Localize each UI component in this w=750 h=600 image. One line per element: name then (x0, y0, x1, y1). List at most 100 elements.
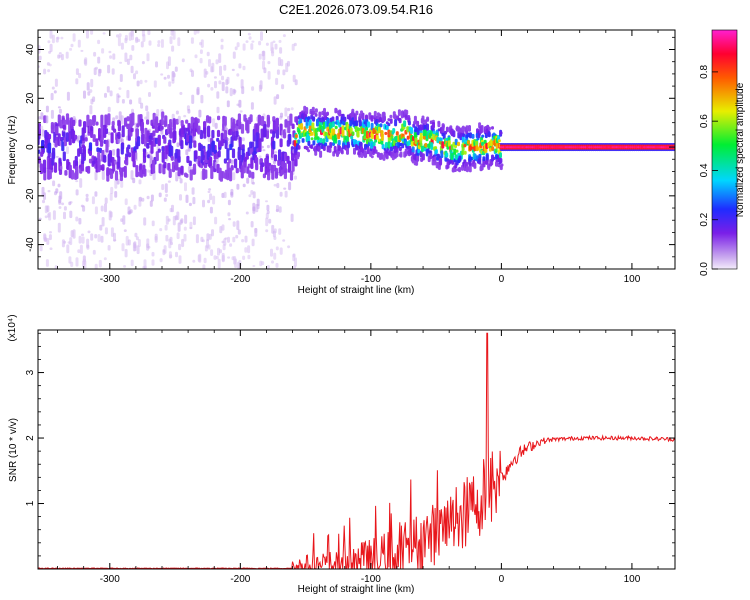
heatmap-cell (439, 137, 443, 142)
heatmap-cell (92, 115, 96, 126)
heatmap-cell (220, 132, 224, 147)
heatmap-cell (94, 206, 98, 215)
heatmap-cell (310, 144, 314, 149)
heatmap-cell (290, 107, 294, 111)
heatmap-cell (305, 107, 309, 115)
heatmap-cell (450, 153, 454, 161)
heatmap-cell (87, 230, 91, 234)
heatmap-cell (101, 166, 105, 171)
heatmap-cell (189, 169, 193, 181)
heatmap-cell (171, 45, 175, 52)
heatmap-cell (183, 233, 187, 242)
heatmap-cell (103, 154, 107, 163)
heatmap-cell (153, 80, 157, 88)
heatmap-cell (174, 66, 178, 72)
heatmap-cell (265, 217, 269, 227)
heatmap-cell (420, 145, 424, 153)
heatmap-cell (161, 184, 165, 191)
heatmap-cell (108, 210, 112, 221)
heatmap-cell (207, 199, 211, 204)
heatmap-cell (266, 265, 270, 269)
heatmap-cell (112, 149, 116, 156)
heatmap-cell (211, 229, 214, 237)
heatmap-cell (251, 238, 255, 247)
heatmap-cell (148, 40, 152, 46)
heatmap-cell (217, 150, 221, 158)
heatmap-cell (394, 119, 398, 127)
heatmap-cell (397, 141, 401, 149)
heatmap-cell (246, 177, 250, 184)
heatmap-cell (441, 125, 445, 133)
heatmap-cell (98, 259, 102, 268)
x-tick-label: -200 (230, 274, 250, 285)
heatmap-cell (236, 42, 240, 48)
heatmap-cell (216, 106, 220, 114)
heatmap-cell (265, 229, 269, 233)
heatmap-cell (258, 138, 262, 153)
heatmap-cell (102, 32, 106, 35)
heatmap-cell (287, 245, 291, 249)
heatmap-cell (331, 121, 335, 128)
heatmap-cell (80, 204, 84, 208)
x-tick-label: -200 (230, 574, 250, 585)
heatmap-cell (209, 206, 213, 214)
heatmap-cell (116, 93, 120, 104)
heatmap-cell (397, 118, 401, 122)
heatmap-cell (189, 221, 193, 230)
heatmap-cell (337, 150, 340, 155)
heatmap-cell (183, 226, 187, 231)
heatmap-cell (94, 234, 98, 239)
heatmap-cell (157, 134, 161, 146)
heatmap-cell (200, 94, 204, 104)
heatmap-cell (155, 137, 159, 145)
heatmap-cell (170, 155, 174, 161)
heatmap-cell (154, 233, 158, 243)
heatmap-cell (184, 182, 187, 192)
heatmap-cell (475, 145, 479, 152)
heatmap-cell (272, 140, 276, 150)
heatmap-cell (94, 171, 98, 181)
heatmap-cell (157, 148, 161, 153)
heatmap-cell (419, 124, 423, 131)
heatmap-cell (210, 249, 214, 256)
heatmap-cell (294, 158, 298, 167)
heatmap-cell (89, 105, 93, 115)
heatmap-cell (280, 112, 283, 118)
heatmap-cell (75, 68, 79, 75)
heatmap-cell (255, 140, 259, 149)
heatmap-cell (250, 43, 254, 50)
heatmap-cell (131, 45, 135, 51)
heatmap-cell (334, 125, 338, 130)
heatmap-cell (374, 149, 378, 154)
heatmap-cell (249, 114, 253, 123)
heatmap-cell (50, 92, 54, 101)
heatmap-cell (419, 132, 423, 141)
heatmap-cell (70, 43, 74, 48)
heatmap-cell (185, 173, 189, 178)
heatmap-cell (135, 37, 139, 44)
heatmap-cell (225, 86, 229, 94)
heatmap-cell (50, 109, 54, 119)
heatmap-cell (185, 194, 189, 203)
y-tick-label: 3 (25, 369, 36, 375)
heatmap-cell (90, 30, 94, 35)
heatmap-cell (126, 146, 130, 154)
heatmap-cell (146, 53, 150, 62)
heatmap-cell (218, 140, 222, 148)
heatmap-cell (293, 265, 296, 269)
heatmap-cell (389, 114, 393, 119)
heatmap-cell (279, 138, 283, 148)
heatmap-cell (319, 150, 323, 158)
heatmap-cell (267, 61, 271, 65)
heatmap-cell (397, 109, 401, 116)
heatmap-cell (221, 252, 225, 262)
heatmap-cell (255, 157, 259, 171)
heatmap-cell (487, 126, 491, 131)
heatmap-cell (179, 178, 183, 184)
heatmap-cell (356, 130, 360, 138)
heatmap-cell (259, 158, 263, 163)
heatmap-cell (146, 130, 150, 143)
heatmap-cell (275, 246, 279, 251)
heatmap-cell (117, 36, 121, 47)
heatmap-cell (130, 259, 134, 267)
